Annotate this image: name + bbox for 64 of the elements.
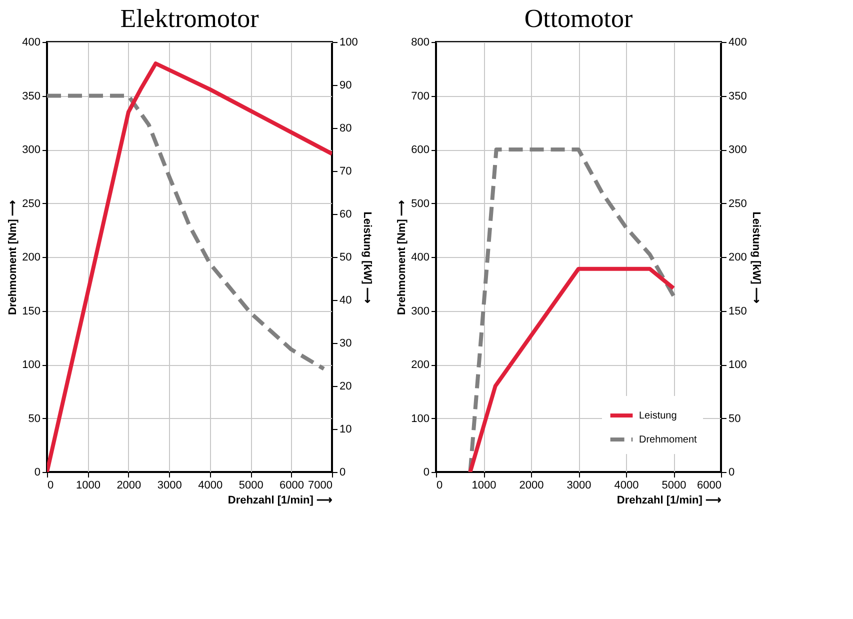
y2-tick-label: 200 — [728, 252, 747, 264]
y-tick-label: 0 — [423, 466, 430, 478]
y2-axis-title: Leistung [kW] ⟶ — [750, 212, 762, 304]
y-tick-label: 400 — [22, 36, 40, 48]
y-tick-label: 600 — [411, 144, 430, 156]
x-tick-label: 4000 — [614, 480, 639, 492]
y-tick-label: 200 — [411, 359, 430, 371]
y2-tick-label: 90 — [340, 80, 352, 92]
y2-tick-label: 80 — [340, 122, 352, 134]
x-tick-label: 2000 — [519, 480, 544, 492]
x-tick-label: 5000 — [662, 480, 686, 492]
y2-tick-label: 100 — [728, 359, 747, 371]
y2-tick-label: 250 — [728, 198, 747, 210]
y2-tick-label: 70 — [340, 166, 352, 178]
y2-tick-label: 10 — [340, 424, 352, 436]
y-tick-label: 350 — [22, 90, 40, 102]
x-tick-label: 2000 — [116, 480, 142, 492]
y2-tick-label: 50 — [340, 252, 352, 264]
x-tick-label: 1000 — [472, 480, 496, 492]
legend-label: Drehmoment — [639, 434, 698, 446]
y-tick-label: 150 — [22, 305, 40, 318]
y2-tick-label: 350 — [728, 90, 747, 102]
y-tick-label: 100 — [411, 412, 430, 425]
y-axis-title: Drehmoment [Nm] ⟶ — [396, 200, 408, 316]
x-tick-label: 1000 — [76, 480, 100, 492]
y2-axis-title: Leistung [kW] ⟶ — [360, 212, 373, 304]
x-tick-label: 6000 — [697, 480, 722, 492]
x-tick-label: 0 — [436, 480, 443, 492]
y-axis-title: Drehmoment [Nm] ⟶ — [7, 200, 20, 316]
y2-tick-label: 50 — [728, 412, 741, 425]
y2-tick-label: 0 — [728, 466, 735, 478]
x-tick-label: 5000 — [238, 480, 264, 492]
y-tick-label: 50 — [28, 412, 40, 425]
x-axis-title: Drehzahl [1/min] ⟶ — [228, 494, 332, 506]
y-tick-label: 300 — [22, 144, 40, 156]
y-tick-label: 250 — [22, 198, 40, 210]
chart-title: Ottomotor — [524, 4, 633, 33]
y2-tick-label: 150 — [728, 305, 747, 318]
y2-tick-label: 100 — [340, 36, 358, 48]
y2-tick-label: 30 — [340, 338, 352, 350]
y-tick-label: 800 — [411, 36, 430, 48]
x-axis-title: Drehzahl [1/min] ⟶ — [616, 494, 722, 506]
y-tick-label: 300 — [411, 305, 430, 318]
y-tick-label: 100 — [22, 359, 40, 371]
y-tick-label: 400 — [411, 252, 430, 264]
x-tick-label: 7000 — [308, 480, 332, 492]
chart-title: Elektromotor — [120, 4, 260, 33]
y2-tick-label: 40 — [340, 294, 352, 306]
y2-tick-label: 400 — [728, 36, 747, 48]
x-tick-label: 3000 — [157, 480, 182, 492]
y2-tick-label: 300 — [728, 144, 747, 156]
x-tick-label: 4000 — [198, 480, 223, 492]
legend-label: Leistung — [639, 410, 677, 422]
y-tick-label: 0 — [34, 466, 40, 478]
y2-tick-label: 20 — [340, 380, 352, 392]
y2-tick-label: 60 — [340, 208, 352, 220]
y-tick-label: 700 — [411, 90, 430, 102]
line-series — [47, 94, 326, 371]
y-tick-label: 200 — [22, 252, 40, 264]
y2-tick-label: 0 — [340, 466, 346, 478]
x-tick-label: 3000 — [566, 480, 592, 492]
y-tick-label: 500 — [411, 198, 430, 210]
x-tick-label: 0 — [48, 480, 54, 492]
x-tick-label: 6000 — [280, 480, 304, 492]
